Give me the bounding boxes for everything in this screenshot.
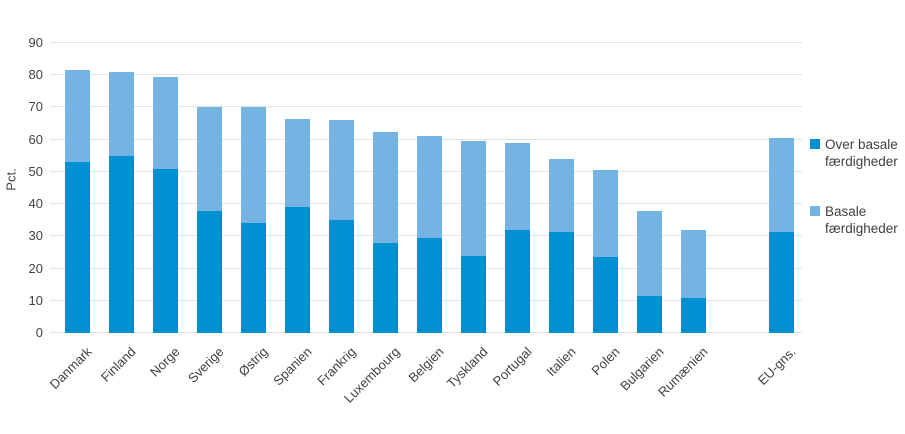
x-label-sverige: Sverige — [184, 344, 227, 386]
bar-segment-basale-faerdigheder — [417, 136, 442, 238]
gridline — [50, 106, 802, 108]
bar-segment-over-basale-faerdigheder — [285, 207, 310, 333]
bar-segment-over-basale-faerdigheder — [153, 168, 178, 333]
bar-segment-over-basale-faerdigheder — [769, 231, 794, 333]
bar-segment-basale-faerdigheder — [593, 170, 618, 258]
x-label-eu-gns: EU-gns. — [754, 344, 799, 388]
x-label-finland: Finland — [97, 344, 139, 385]
bar-segment-over-basale-faerdigheder — [549, 231, 574, 333]
x-label-spanien: Spanien — [269, 344, 315, 389]
y-tick-label: 30 — [28, 228, 43, 244]
bar-segment-basale-faerdigheder — [285, 118, 310, 208]
bar-segment-over-basale-faerdigheder — [417, 237, 442, 333]
bar-segment-basale-faerdigheder — [153, 76, 178, 169]
legend-item-basale: Basale færdigheder — [810, 203, 905, 237]
bar-segment-over-basale-faerdigheder — [681, 297, 706, 333]
x-label-danmark: Danmark — [46, 344, 95, 392]
plot-area — [50, 42, 802, 333]
bar-segment-over-basale-faerdigheder — [505, 229, 530, 333]
x-label-polen: Polen — [587, 344, 623, 379]
legend-swatch-over-basale-icon — [810, 139, 820, 149]
bar-segment-basale-faerdigheder — [637, 210, 662, 296]
bar-segment-basale-faerdigheder — [109, 72, 134, 156]
x-label-luxembourg: Luxembourg — [340, 344, 403, 406]
bar-segment-basale-faerdigheder — [681, 229, 706, 298]
bar-segment-over-basale-faerdigheder — [197, 210, 222, 333]
bar-segment-basale-faerdigheder — [549, 159, 574, 232]
x-label-italien: Italien — [542, 344, 579, 380]
y-tick-label: 40 — [28, 196, 43, 212]
y-tick-label: 60 — [28, 131, 43, 147]
y-tick-label: 80 — [28, 67, 43, 83]
x-label-rumaenien: Rumænien — [654, 344, 711, 400]
bar-segment-basale-faerdigheder — [329, 120, 354, 221]
bar-segment-basale-faerdigheder — [769, 138, 794, 232]
bar-segment-basale-faerdigheder — [373, 131, 398, 243]
bar-segment-over-basale-faerdigheder — [461, 255, 486, 333]
bar-segment-over-basale-faerdigheder — [241, 223, 266, 333]
x-label-norge: Norge — [146, 344, 183, 380]
bar-segment-over-basale-faerdigheder — [65, 162, 90, 333]
y-tick-label: 70 — [28, 99, 43, 115]
legend-item-over-basale: Over basale færdigheder — [810, 136, 905, 170]
bar-segment-over-basale-faerdigheder — [637, 295, 662, 333]
bar-segment-over-basale-faerdigheder — [373, 242, 398, 333]
x-label-oestrig: Østrig — [234, 344, 271, 380]
legend-swatch-basale-icon — [810, 206, 820, 216]
y-tick-label: 0 — [35, 325, 43, 340]
gridline — [50, 42, 802, 43]
bar-segment-basale-faerdigheder — [197, 107, 222, 211]
legend-label-basale: Basale færdigheder — [825, 204, 898, 236]
x-label-bulgarien: Bulgarien — [616, 344, 667, 394]
x-label-belgien: Belgien — [404, 344, 447, 386]
bar-segment-over-basale-faerdigheder — [329, 220, 354, 333]
y-tick-label: 90 — [28, 35, 43, 50]
legend: Over basale færdigheder Basale færdighed… — [810, 136, 905, 270]
y-axis-ticks: 0 10 20 30 40 50 60 70 80 90 — [0, 35, 43, 340]
x-label-tyskland: Tyskland — [443, 344, 491, 391]
gridline — [50, 74, 802, 76]
y-tick-label: 50 — [28, 163, 43, 179]
bar-segment-over-basale-faerdigheder — [109, 155, 134, 333]
bar-segment-basale-faerdigheder — [241, 107, 266, 224]
x-label-portugal: Portugal — [489, 344, 535, 389]
bar-segment-over-basale-faerdigheder — [593, 257, 618, 333]
bar-segment-basale-faerdigheder — [461, 141, 486, 256]
y-tick-label: 10 — [28, 292, 43, 308]
y-tick-label: 20 — [28, 260, 43, 276]
x-label-frankrig: Frankrig — [313, 344, 359, 389]
bar-segment-basale-faerdigheder — [65, 70, 90, 163]
bar-segment-basale-faerdigheder — [505, 142, 530, 230]
legend-label-over-basale: Over basale færdigheder — [825, 137, 898, 169]
